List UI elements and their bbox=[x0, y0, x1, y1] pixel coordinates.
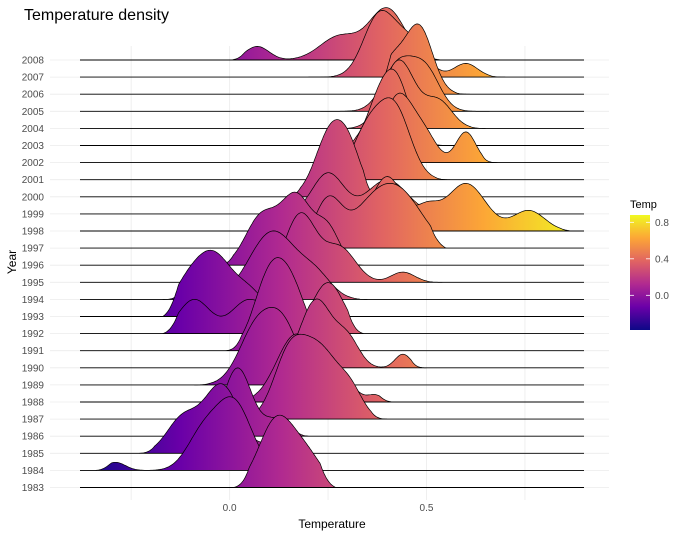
legend-tick-label: 0.4 bbox=[655, 254, 669, 265]
y-tick-label: 2006 bbox=[22, 90, 45, 101]
y-tick-label: 1996 bbox=[22, 261, 45, 272]
y-tick-label: 2005 bbox=[22, 107, 45, 118]
color-legend: Temp 0.0 0.4 0.8 bbox=[630, 199, 669, 330]
y-tick-label: 2000 bbox=[22, 192, 45, 203]
x-tick-labels: 0.0 0.5 bbox=[223, 503, 434, 514]
legend-ticks: 0.0 0.4 0.8 bbox=[630, 218, 669, 302]
ridge-2005 bbox=[80, 55, 584, 112]
y-tick-label: 2001 bbox=[22, 175, 45, 186]
y-axis-title: Year bbox=[5, 250, 19, 274]
y-tick-label: 2003 bbox=[22, 141, 45, 152]
y-tick-label: 1991 bbox=[22, 346, 45, 357]
density-outline-2000 bbox=[284, 119, 380, 198]
y-tick-label: 1999 bbox=[22, 209, 45, 220]
density-area-1983 bbox=[233, 415, 336, 488]
y-tick-label: 1989 bbox=[22, 380, 45, 391]
y-tick-label: 1985 bbox=[22, 449, 45, 460]
y-tick-label: 1998 bbox=[22, 227, 45, 238]
x-tick-label: 0.0 bbox=[223, 503, 237, 514]
x-tick-label: 0.5 bbox=[420, 503, 434, 514]
density-outline-2007 bbox=[308, 10, 506, 78]
legend-tick-label: 0.0 bbox=[655, 291, 669, 302]
y-tick-label: 1994 bbox=[22, 295, 45, 306]
y-tick-label: 2008 bbox=[22, 56, 45, 67]
density-area-1997 bbox=[249, 183, 447, 249]
density-outline-1995 bbox=[257, 212, 443, 283]
density-area-1998 bbox=[269, 176, 577, 231]
chart-title: Temperature density bbox=[24, 7, 169, 24]
y-tick-label: 1997 bbox=[22, 244, 45, 255]
x-axis-title: Temperature bbox=[298, 517, 366, 531]
density-outline-2006 bbox=[375, 23, 470, 95]
y-tick-label: 2004 bbox=[22, 124, 45, 135]
y-tick-label: 1992 bbox=[22, 329, 45, 340]
ridge-1983 bbox=[80, 414, 584, 488]
density-outline-1996 bbox=[217, 191, 364, 266]
y-tick-label: 2002 bbox=[22, 158, 45, 169]
y-tick-label: 1983 bbox=[22, 483, 45, 494]
density-outline-1983 bbox=[233, 414, 337, 488]
y-tick-label: 1993 bbox=[22, 312, 45, 323]
y-tick-label: 1988 bbox=[22, 398, 45, 409]
y-tick-label: 1995 bbox=[22, 278, 45, 289]
legend-colorbar bbox=[630, 215, 650, 330]
density-area-1987 bbox=[225, 334, 388, 420]
y-tick-label: 1984 bbox=[22, 466, 45, 477]
y-tick-label: 2007 bbox=[22, 73, 45, 84]
density-area-2000 bbox=[284, 119, 380, 197]
legend-title: Temp bbox=[630, 199, 657, 211]
ridges bbox=[80, 7, 584, 488]
density-area-1989 bbox=[194, 307, 348, 385]
y-tick-label: 1986 bbox=[22, 432, 45, 443]
y-tick-label: 1987 bbox=[22, 415, 45, 426]
y-tick-labels: 1983 1984 1985 1986 1987 1988 1989 1990 1991 1992… bbox=[22, 56, 45, 495]
y-tick-label: 1990 bbox=[22, 363, 45, 374]
legend-tick-label: 0.8 bbox=[655, 218, 669, 229]
